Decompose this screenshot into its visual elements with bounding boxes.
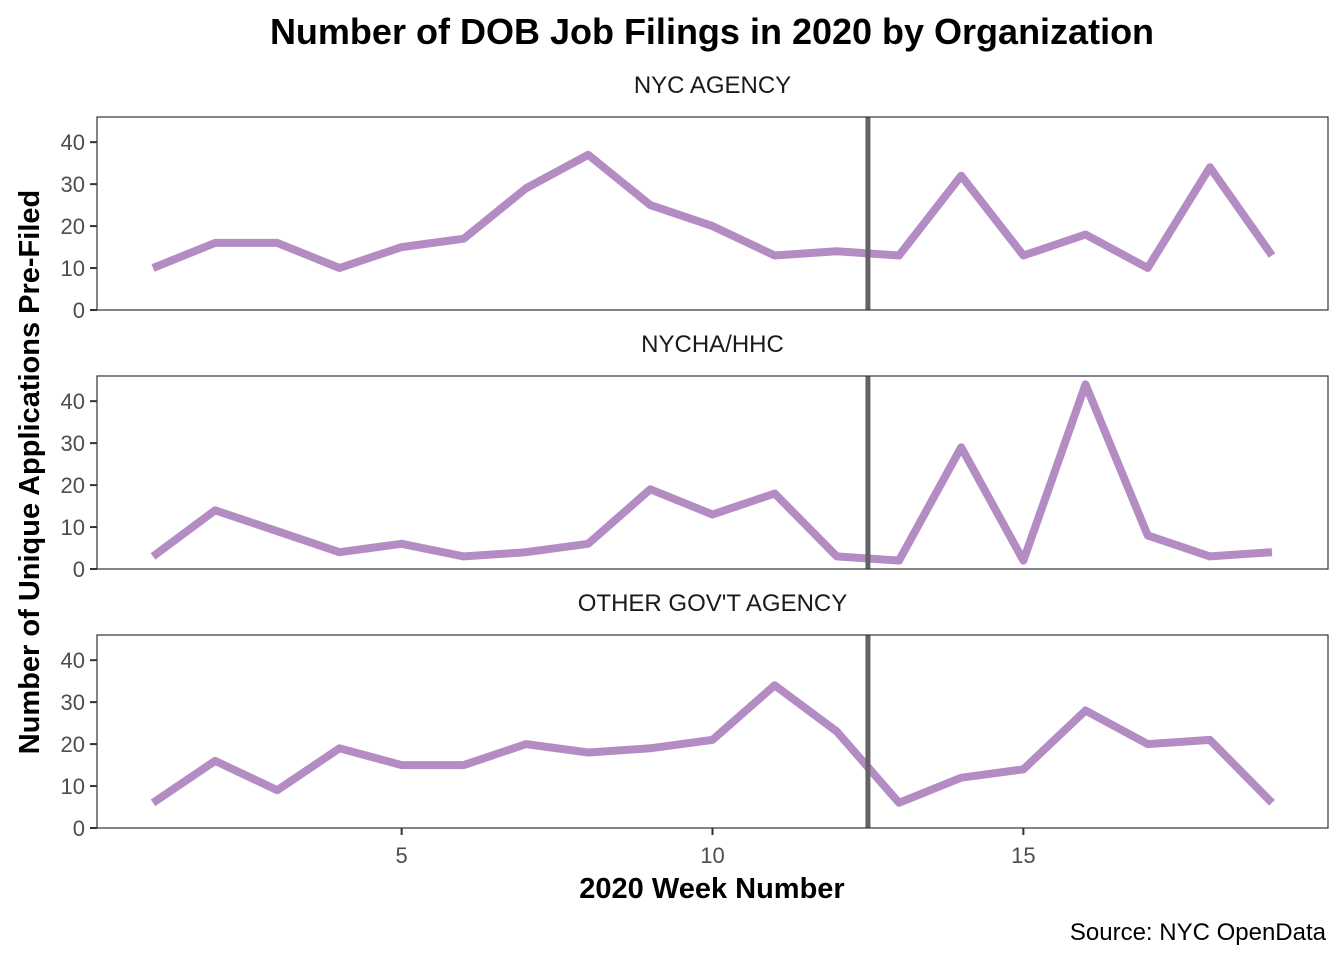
x-tick-label: 15 [1011,843,1035,868]
y-tick-label: 20 [61,214,85,239]
y-axis-title: Number of Unique Applications Pre-Filed [14,190,46,754]
series-line [151,150,1276,272]
y-tick-label: 10 [61,256,85,281]
panel-strip-label: NYCHA/HHC [641,331,784,358]
x-axis-ticks: 5 10 15 [396,828,1036,868]
series-line [150,380,1273,565]
y-tick-label: 30 [61,172,85,197]
y-tick-label: 0 [73,816,85,841]
panel-border [96,116,1329,311]
x-tick-label: 5 [396,843,408,868]
panels: NYC AGENCY010203040NYCHA/HHC010203040OTH… [61,72,1329,841]
y-tick-label: 20 [61,473,85,498]
panel-strip-label: OTHER GOV'T AGENCY [578,590,848,617]
x-tick-label: 10 [700,843,724,868]
y-tick-label: 40 [61,389,85,414]
source-caption: Source: NYC OpenData [1070,919,1327,946]
x-axis-title: 2020 Week Number [579,873,844,905]
y-tick-label: 30 [61,431,85,456]
y-tick-label: 0 [73,557,85,582]
panel: OTHER GOV'T AGENCY 0 10 20 30 40 [61,590,1329,841]
y-tick-label: 10 [61,515,85,540]
panel: NYC AGENCY 0 10 20 30 40 [61,72,1329,323]
panel-strip-label: NYC AGENCY [634,72,791,99]
y-tick-label: 30 [61,690,85,715]
chart-title: Number of DOB Job Filings in 2020 by Org… [270,11,1154,52]
y-tick-label: 40 [61,648,85,673]
y-tick-label: 20 [61,732,85,757]
panel-border [96,375,1329,570]
panel-border [96,634,1329,829]
y-tick-label: 40 [61,130,85,155]
series-line [150,681,1275,807]
y-tick-label: 0 [73,298,85,323]
panel: NYCHA/HHC 0 10 20 30 40 [61,331,1329,582]
y-tick-label: 10 [61,774,85,799]
